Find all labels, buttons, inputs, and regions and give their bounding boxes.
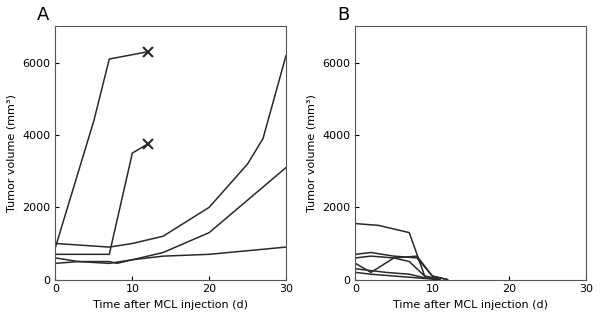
X-axis label: Time after MCL injection (d): Time after MCL injection (d) bbox=[393, 300, 548, 310]
Y-axis label: Tumor volume (mm³): Tumor volume (mm³) bbox=[307, 94, 317, 212]
Text: B: B bbox=[337, 6, 349, 24]
Text: A: A bbox=[37, 6, 49, 24]
X-axis label: Time after MCL injection (d): Time after MCL injection (d) bbox=[93, 300, 248, 310]
Y-axis label: Tumor volume (mm³): Tumor volume (mm³) bbox=[7, 94, 17, 212]
